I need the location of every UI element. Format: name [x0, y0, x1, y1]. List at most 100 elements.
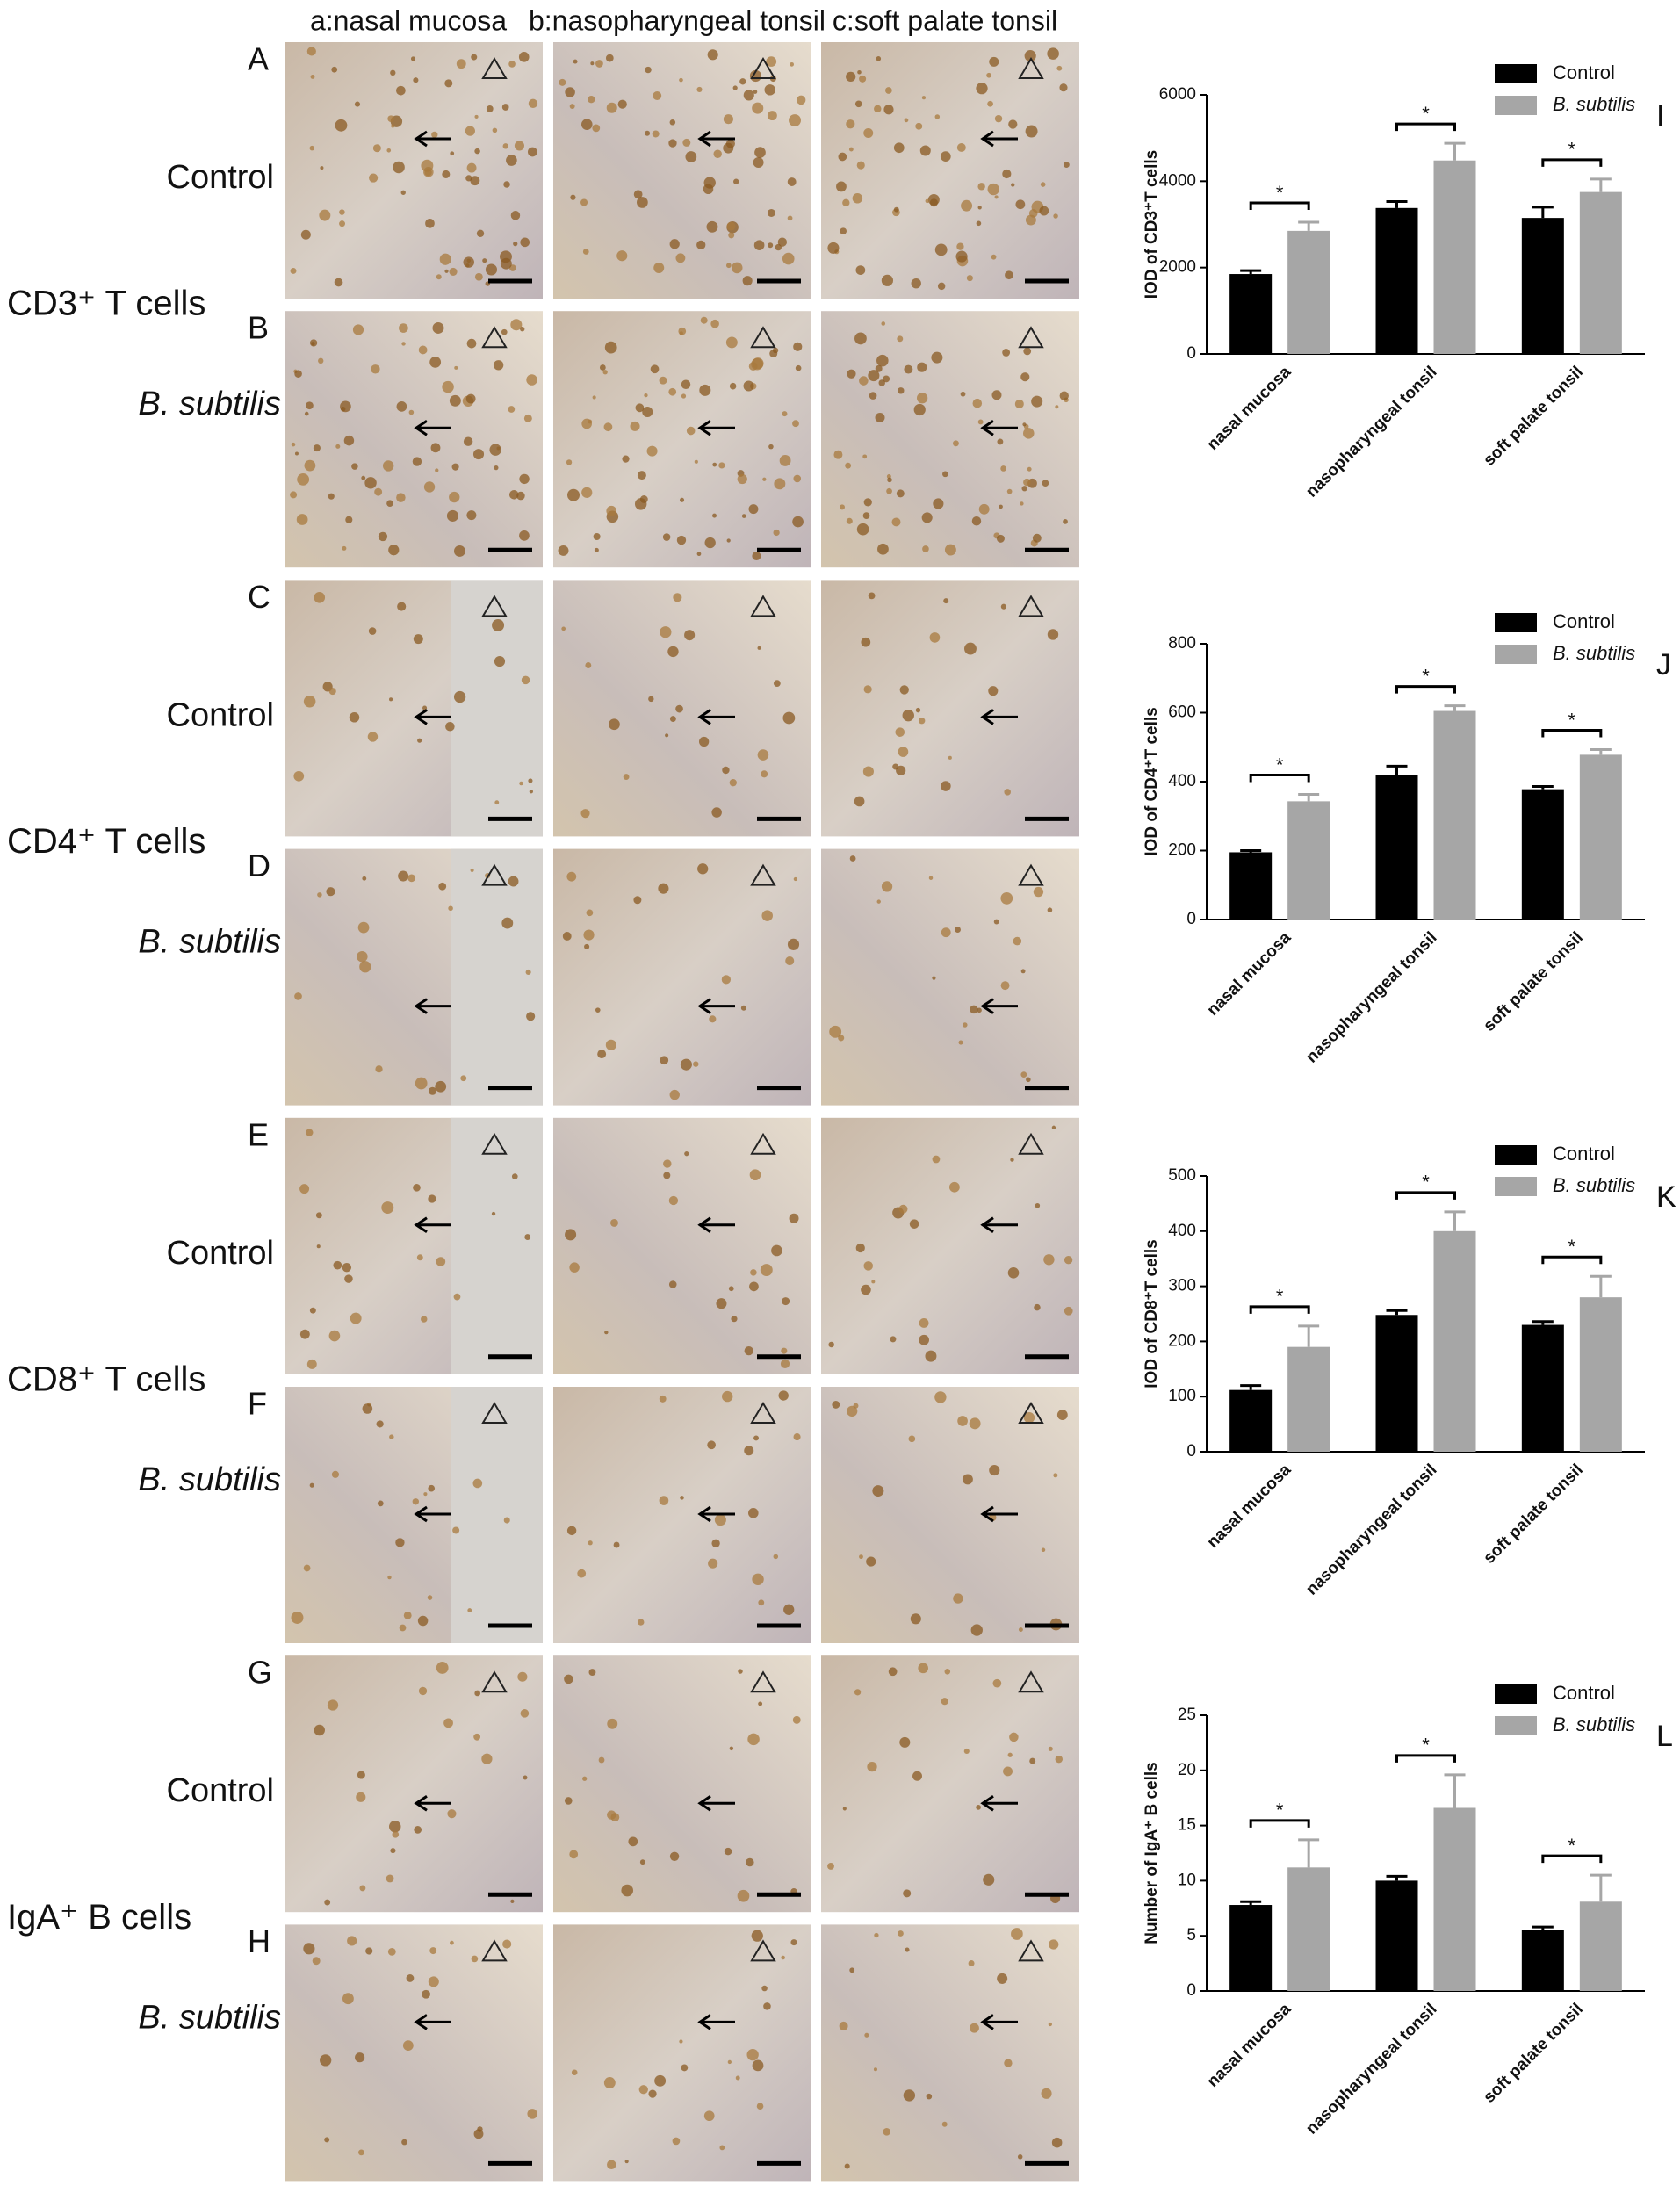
legend-swatch: [1495, 613, 1537, 632]
stained-cell: [750, 1269, 757, 1276]
stained-cell: [474, 272, 483, 281]
stained-cell: [875, 364, 883, 372]
stained-cell: [953, 440, 959, 447]
stained-cell: [856, 161, 865, 170]
stained-cell: [526, 374, 537, 386]
stained-cell: [941, 1698, 948, 1706]
stained-cell: [1010, 1158, 1014, 1162]
significance-bracket: [1541, 1255, 1603, 1265]
triangle-marker: [750, 57, 776, 79]
bar: [1229, 1905, 1273, 1991]
stained-cell: [944, 544, 956, 556]
triangle-marker: [750, 863, 776, 886]
stained-cell: [399, 1624, 407, 1632]
error-bar: [1240, 1900, 1262, 1906]
stained-cell: [1015, 199, 1026, 210]
stained-cell: [309, 1307, 316, 1314]
stained-cell: [827, 242, 840, 254]
bar: [1375, 1880, 1418, 1991]
stained-cell: [606, 102, 617, 113]
stained-cell: [1007, 1752, 1013, 1757]
stained-cell: [470, 176, 480, 186]
stained-cell: [1000, 891, 1013, 905]
stained-cell: [582, 249, 589, 255]
stained-cell: [1020, 372, 1030, 382]
stained-cell: [1023, 1412, 1035, 1424]
stained-cell: [508, 406, 516, 413]
triangle-marker: [481, 1132, 508, 1155]
stained-cell: [290, 268, 297, 274]
stained-cell: [436, 1662, 449, 1674]
stained-cell: [659, 1496, 669, 1505]
micrograph-image: [821, 42, 1079, 299]
stained-cell: [777, 237, 788, 247]
column-header: b:nasopharyngeal tonsil: [529, 4, 826, 36]
stained-cell: [792, 1715, 801, 1724]
stained-cell: [892, 763, 899, 770]
y-tick-label: 200: [1168, 841, 1196, 860]
stained-cell: [665, 733, 669, 738]
stained-cell: [711, 807, 722, 818]
stained-cell: [876, 56, 882, 61]
stained-cell: [729, 779, 737, 787]
stained-cell: [961, 199, 973, 212]
row-letter: E: [248, 1116, 269, 1152]
stained-cell: [897, 335, 904, 343]
stained-cell: [721, 975, 732, 985]
stained-cell: [898, 747, 909, 757]
stained-cell: [413, 1183, 421, 1192]
stained-cell: [638, 1619, 645, 1626]
stained-cell: [994, 195, 999, 199]
stained-cell: [297, 472, 310, 486]
stained-cell: [712, 513, 717, 518]
stained-cell: [1002, 349, 1011, 357]
triangle-marker: [481, 595, 508, 617]
micrograph-image: [821, 1655, 1079, 1913]
stained-cell: [1013, 936, 1022, 946]
stained-cell: [718, 462, 725, 469]
stained-cell: [723, 114, 733, 125]
stained-cell: [1027, 466, 1032, 472]
stained-cell: [838, 152, 847, 162]
stained-cell: [467, 1608, 472, 1613]
stained-cell: [1041, 1547, 1046, 1552]
stained-cell: [940, 151, 951, 162]
stained-cell: [874, 105, 882, 113]
stained-cell: [523, 414, 532, 422]
stained-cell: [450, 1940, 454, 1945]
stained-cell: [392, 1830, 400, 1838]
stained-cell: [1048, 2022, 1052, 2027]
stained-cell: [518, 52, 530, 62]
error-bar: [1532, 1320, 1554, 1325]
significance-mark: *: [1276, 1286, 1284, 1308]
bar: [1579, 754, 1622, 920]
stained-cell: [716, 1298, 727, 1309]
stained-cell: [957, 1416, 968, 1426]
y-tick-label: 20: [1178, 1761, 1196, 1779]
column-header: a:nasal mucosa: [310, 4, 507, 36]
stained-cell: [840, 227, 847, 234]
stained-cell: [722, 766, 730, 775]
stained-cell: [427, 1595, 433, 1600]
stained-cell: [877, 543, 889, 555]
stained-cell: [986, 72, 991, 78]
stained-cell: [592, 124, 601, 133]
stained-cell: [703, 184, 714, 195]
stained-cell: [743, 90, 754, 101]
stained-cell: [963, 1748, 970, 1755]
stained-cell: [300, 229, 311, 240]
stained-cell: [335, 119, 348, 132]
stained-cell: [439, 253, 451, 265]
lumen: [451, 580, 543, 837]
stained-cell: [474, 148, 480, 155]
stained-cell: [704, 537, 716, 549]
row-label: Control: [167, 696, 275, 733]
stained-cell: [306, 401, 314, 410]
stained-cell: [948, 755, 952, 760]
y-tick-label: 400: [1168, 772, 1196, 790]
stained-cell: [1056, 1410, 1068, 1420]
stained-cell: [443, 1718, 453, 1728]
stained-cell: [997, 1973, 1008, 1984]
arrow: [414, 998, 451, 1014]
stained-cell: [912, 1771, 922, 1781]
